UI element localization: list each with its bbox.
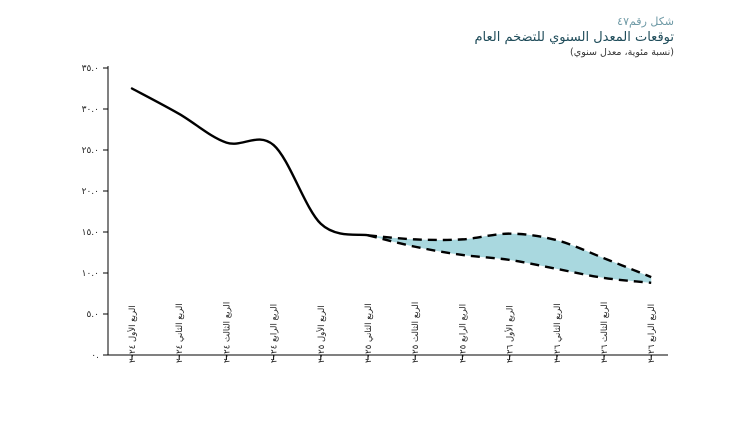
y-tick-label: ١٠.٠	[82, 269, 99, 279]
chart-header: شكل رقم٤٧ توقعات المعدل السنوي للتضخم ال…	[474, 14, 674, 60]
x-tick-label: الربع الثاني ٢٠٢٦	[553, 303, 563, 363]
chart-title: توقعات المعدل السنوي للتضخم العام	[474, 30, 674, 45]
x-tick-label: الربع الرابع ٢٠٢٥	[458, 304, 468, 363]
x-tick-label: الربع الثالث ٢٠٢٤	[222, 302, 232, 363]
chart-subtitle: (نسبة مئوية، معدل سنوي)	[570, 47, 674, 58]
y-tick-label: ١٥.٠	[82, 228, 99, 238]
x-tick-label: الربع الثاني ٢٠٢٥	[364, 303, 374, 363]
series-line-actual	[130, 87, 370, 237]
x-tick-label: الربع الثالث ٢٠٢٦	[600, 302, 610, 363]
y-tick-label: ٣٥.٠	[82, 64, 99, 74]
y-tick-label: ٣٠.٠	[82, 105, 99, 115]
y-tick-label: ٥.٠	[86, 310, 99, 320]
forecast-band	[368, 233, 652, 283]
series-line-upper_bound	[367, 232, 652, 279]
x-tick-label: الربع الثاني ٢٠٢٤	[175, 303, 185, 363]
x-tick-label: الربع الأول ٢٠٢٦	[505, 305, 516, 363]
x-tick-label: الربع الرابع ٢٠٢٦	[647, 304, 657, 363]
y-tick-label: ٠.	[91, 351, 99, 361]
series-line-lower_bound	[367, 234, 652, 285]
y-tick-label: ٢٠.٠	[82, 187, 99, 197]
y-tick-label: ٢٥.٠	[82, 146, 99, 156]
x-tick-label: الربع الأول ٢٠٢٤	[127, 305, 138, 363]
x-tick-label: الربع الثالث ٢٠٢٥	[411, 302, 421, 363]
x-tick-label: الربع الرابع ٢٠٢٤	[270, 304, 280, 363]
x-tick-label: الربع الأول ٢٠٢٥	[316, 305, 327, 363]
figure-number: شكل رقم٤٧	[617, 15, 674, 28]
